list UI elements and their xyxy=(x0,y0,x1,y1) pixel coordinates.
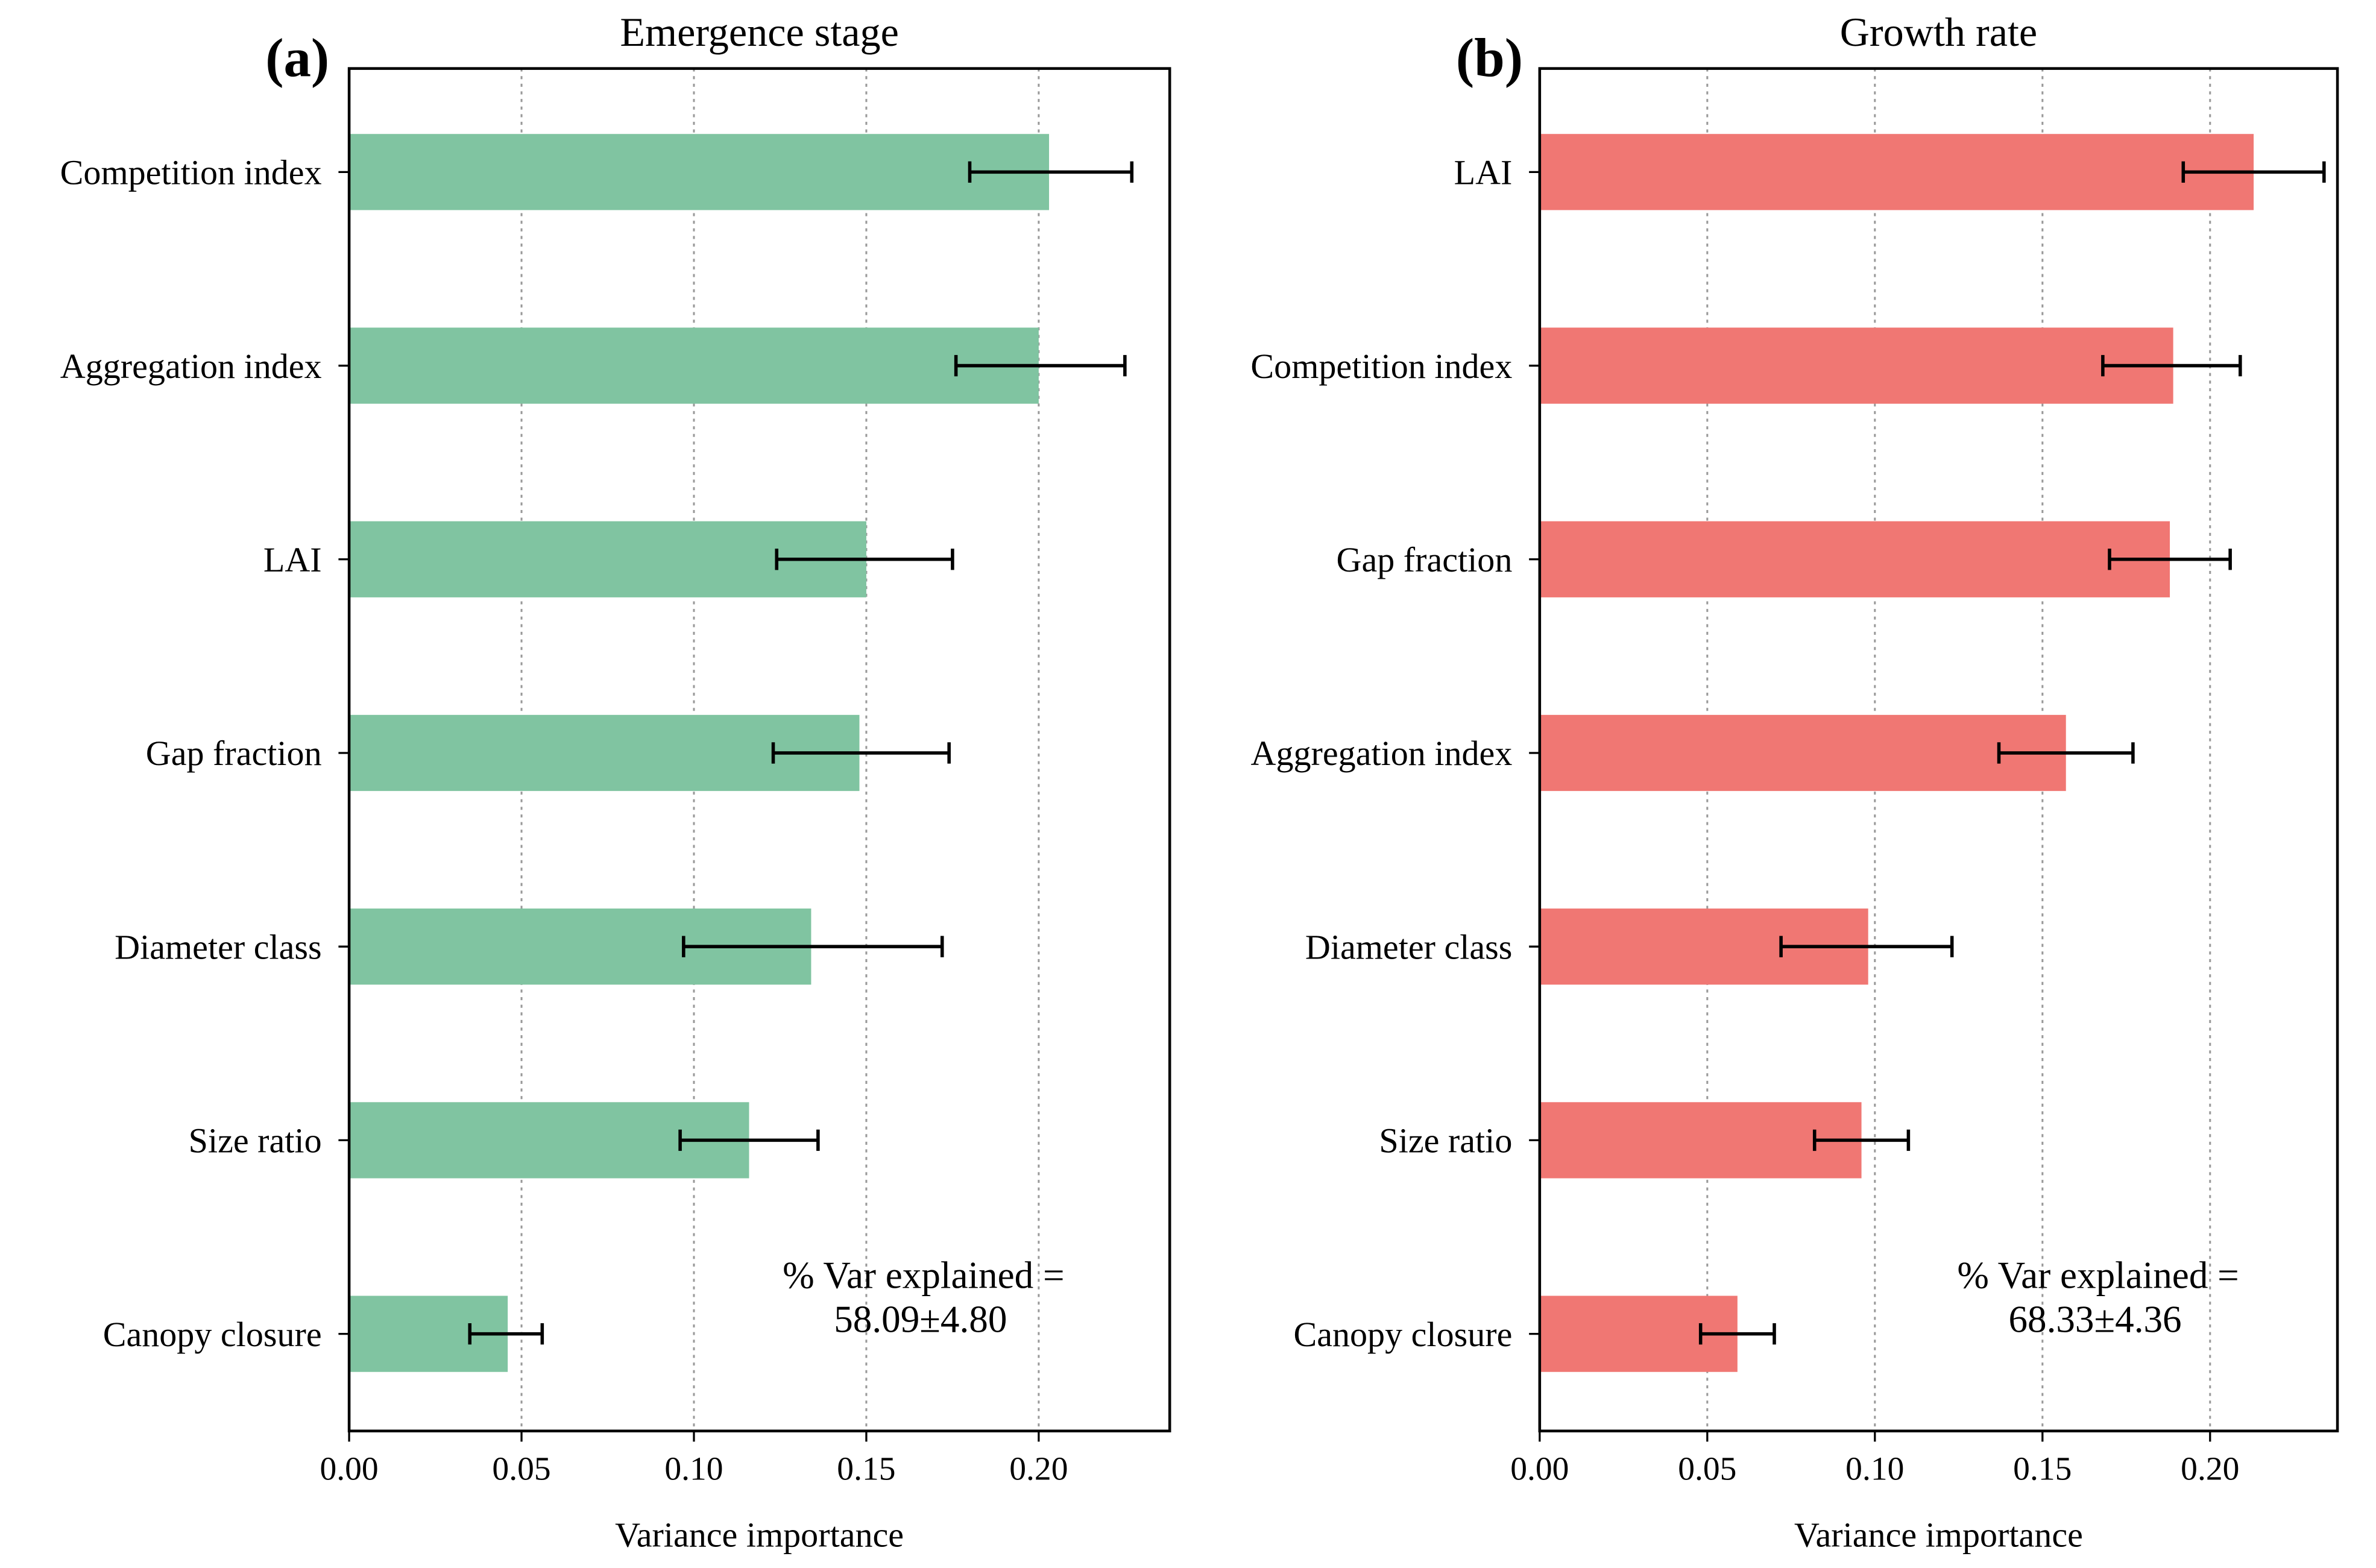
y-tick-label: Gap fraction xyxy=(146,734,322,773)
x-tick-label: 0.00 xyxy=(320,1450,378,1488)
y-tick-label: Size ratio xyxy=(1379,1121,1512,1160)
y-tick-label: Competition index xyxy=(60,153,322,192)
y-tick-label: LAI xyxy=(263,540,322,579)
x-tick-label: 0.10 xyxy=(1845,1450,1904,1488)
bar xyxy=(1539,1102,1862,1179)
y-tick-label: Size ratio xyxy=(189,1121,322,1160)
x-tick-label: 0.20 xyxy=(2181,1450,2239,1488)
y-tick-label: Diameter class xyxy=(115,927,321,966)
bar xyxy=(1539,327,2173,404)
x-tick-label: 0.00 xyxy=(1510,1450,1569,1488)
y-tick-label: Diameter class xyxy=(1305,927,1512,966)
panel-label: (a) xyxy=(265,27,329,88)
chart-title: Growth rate xyxy=(1840,9,2037,55)
panel-b: 0.00 0.05 0.10 0.15 0.20 LAI Competition index… xyxy=(1250,9,2339,1555)
bar xyxy=(349,134,1050,210)
panel-label: (b) xyxy=(1456,27,1523,88)
axes-frame xyxy=(347,67,1171,1433)
bar xyxy=(1539,134,2254,210)
x-tick-label: 0.20 xyxy=(1009,1450,1068,1488)
bar xyxy=(349,327,1039,404)
x-tick-label: 0.15 xyxy=(837,1450,895,1488)
y-tick-label: Canopy closure xyxy=(103,1315,322,1354)
x-tick-label: 0.10 xyxy=(664,1450,723,1488)
x-tick-label: 0.05 xyxy=(1678,1450,1736,1488)
panel-a: 0.00 0.05 0.10 0.15 0.20 Competition index Agg… xyxy=(60,9,1171,1555)
annotation-line-2: 68.33±4.36 xyxy=(2008,1299,2181,1341)
y-tick-label: Competition index xyxy=(1250,347,1512,386)
annotation-line-2: 58.09±4.80 xyxy=(834,1299,1007,1341)
axes-frame xyxy=(1538,67,2339,1433)
bar xyxy=(1539,521,2170,597)
x-axis-label: Variance importance xyxy=(1794,1516,2083,1555)
chart-title: Emergence stage xyxy=(620,9,898,55)
x-tick-label: 0.05 xyxy=(492,1450,550,1488)
annotation-line-1: % Var explained = xyxy=(783,1254,1064,1296)
bar xyxy=(1539,714,2066,792)
x-axis-label: Variance importance xyxy=(615,1516,904,1555)
y-tick-label: Aggregation index xyxy=(60,347,322,386)
x-tick-label: 0.15 xyxy=(2013,1450,2072,1488)
y-tick-label: Gap fraction xyxy=(1337,540,1513,579)
y-tick-label: LAI xyxy=(1454,153,1513,192)
y-tick-label: Canopy closure xyxy=(1293,1315,1512,1354)
y-tick-label: Aggregation index xyxy=(1251,734,1513,773)
annotation-line-1: % Var explained = xyxy=(1957,1254,2239,1296)
